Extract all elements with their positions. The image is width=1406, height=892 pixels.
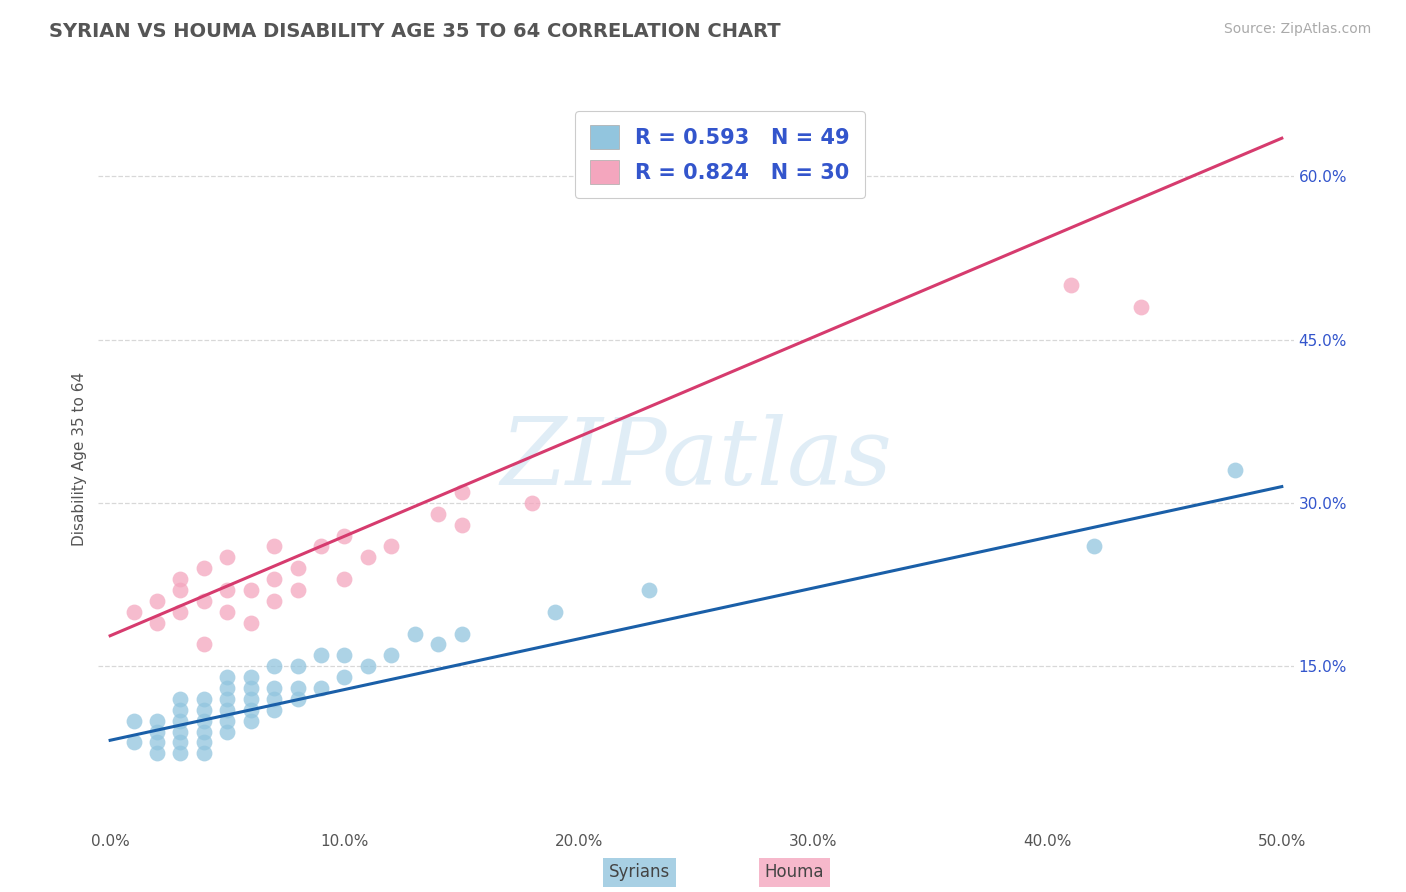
Point xyxy=(333,572,356,586)
Point xyxy=(217,703,239,717)
Text: Source: ZipAtlas.com: Source: ZipAtlas.com xyxy=(1223,22,1371,37)
Point xyxy=(239,692,262,706)
Point xyxy=(1130,300,1153,314)
Point xyxy=(169,572,191,586)
Point xyxy=(217,670,239,684)
Point xyxy=(169,714,191,728)
Point xyxy=(263,572,285,586)
Point xyxy=(357,659,380,673)
Point xyxy=(380,540,402,554)
Point xyxy=(263,540,285,554)
Point xyxy=(287,582,309,597)
Point xyxy=(1083,540,1105,554)
Point xyxy=(544,605,567,619)
Point xyxy=(309,648,332,663)
Point xyxy=(146,735,169,749)
Point xyxy=(287,692,309,706)
Point xyxy=(193,692,215,706)
Point xyxy=(193,714,215,728)
Point xyxy=(169,747,191,761)
Point xyxy=(404,626,426,640)
Y-axis label: Disability Age 35 to 64: Disability Age 35 to 64 xyxy=(72,372,87,547)
Point xyxy=(263,594,285,608)
Point xyxy=(169,582,191,597)
Point xyxy=(263,703,285,717)
Point xyxy=(333,528,356,542)
Point xyxy=(217,605,239,619)
Point xyxy=(169,724,191,739)
Point xyxy=(217,692,239,706)
Point xyxy=(333,670,356,684)
Point xyxy=(1060,278,1083,293)
Point xyxy=(309,681,332,695)
Point xyxy=(217,582,239,597)
Point xyxy=(146,724,169,739)
Point xyxy=(239,681,262,695)
Point xyxy=(146,615,169,630)
Point xyxy=(217,681,239,695)
Point xyxy=(427,507,450,521)
Point xyxy=(193,703,215,717)
Point xyxy=(263,681,285,695)
Point xyxy=(193,735,215,749)
Point xyxy=(217,714,239,728)
Point xyxy=(169,692,191,706)
Point xyxy=(263,659,285,673)
Point xyxy=(169,605,191,619)
Point xyxy=(239,703,262,717)
Point xyxy=(287,659,309,673)
Point xyxy=(239,714,262,728)
Text: Houma: Houma xyxy=(765,863,824,881)
Point xyxy=(122,714,145,728)
Point xyxy=(146,747,169,761)
Point xyxy=(263,692,285,706)
Point xyxy=(193,724,215,739)
Text: ZIPatlas: ZIPatlas xyxy=(501,415,891,504)
Point xyxy=(520,496,543,510)
Point xyxy=(193,594,215,608)
Point xyxy=(333,648,356,663)
Point xyxy=(193,561,215,575)
Point xyxy=(122,605,145,619)
Point xyxy=(357,550,380,565)
Point xyxy=(217,550,239,565)
Point xyxy=(169,735,191,749)
Point xyxy=(239,615,262,630)
Text: SYRIAN VS HOUMA DISABILITY AGE 35 TO 64 CORRELATION CHART: SYRIAN VS HOUMA DISABILITY AGE 35 TO 64 … xyxy=(49,22,780,41)
Point xyxy=(122,735,145,749)
Point xyxy=(193,637,215,651)
Point xyxy=(169,703,191,717)
Point xyxy=(239,582,262,597)
Point xyxy=(1223,463,1246,477)
Point xyxy=(450,517,472,532)
Point xyxy=(450,485,472,500)
Legend: R = 0.593   N = 49, R = 0.824   N = 30: R = 0.593 N = 49, R = 0.824 N = 30 xyxy=(575,111,865,198)
Point xyxy=(380,648,402,663)
Point xyxy=(217,724,239,739)
Point xyxy=(146,594,169,608)
Point xyxy=(287,561,309,575)
Point xyxy=(309,540,332,554)
Point xyxy=(193,747,215,761)
Point xyxy=(427,637,450,651)
Point xyxy=(239,670,262,684)
Point xyxy=(146,714,169,728)
Point xyxy=(638,582,661,597)
Text: Syrians: Syrians xyxy=(609,863,671,881)
Point xyxy=(450,626,472,640)
Point xyxy=(287,681,309,695)
